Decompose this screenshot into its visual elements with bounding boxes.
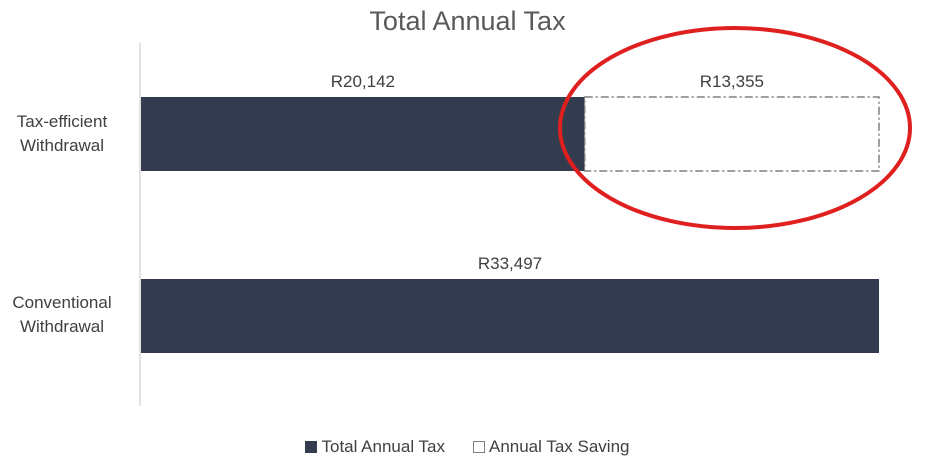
chart-title: Total Annual Tax: [369, 6, 566, 36]
legend-item-total-annual-tax: Total Annual Tax: [305, 437, 445, 457]
legend-swatch-total-annual-tax: [305, 441, 318, 453]
legend: Total Annual Tax Annual Tax Saving: [0, 437, 935, 457]
bar-total-annual-tax-1: [141, 279, 879, 353]
legend-item-annual-tax-saving: Annual Tax Saving: [472, 437, 630, 457]
data-label-annual-tax-saving-0: R13,355: [700, 72, 764, 91]
bar-total-annual-tax-0: [141, 97, 585, 171]
legend-label-annual-tax-saving: Annual Tax Saving: [488, 437, 630, 456]
category-label-conventional: Conventional Withdrawal: [12, 293, 112, 336]
bar-annual-tax-saving-0: [584, 96, 880, 172]
chart-marks: R20,142 R13,355 R33,497: [141, 72, 880, 353]
legend-swatch-annual-tax-saving: [472, 441, 485, 453]
highlight-ellipse: [558, 26, 912, 230]
legend-label-total-annual-tax: Total Annual Tax: [321, 437, 445, 456]
category-label-tax-efficient: Tax-efficient Withdrawal: [16, 112, 108, 155]
data-label-total-annual-tax-0: R20,142: [331, 72, 395, 91]
data-label-total-annual-tax-1: R33,497: [478, 254, 542, 273]
